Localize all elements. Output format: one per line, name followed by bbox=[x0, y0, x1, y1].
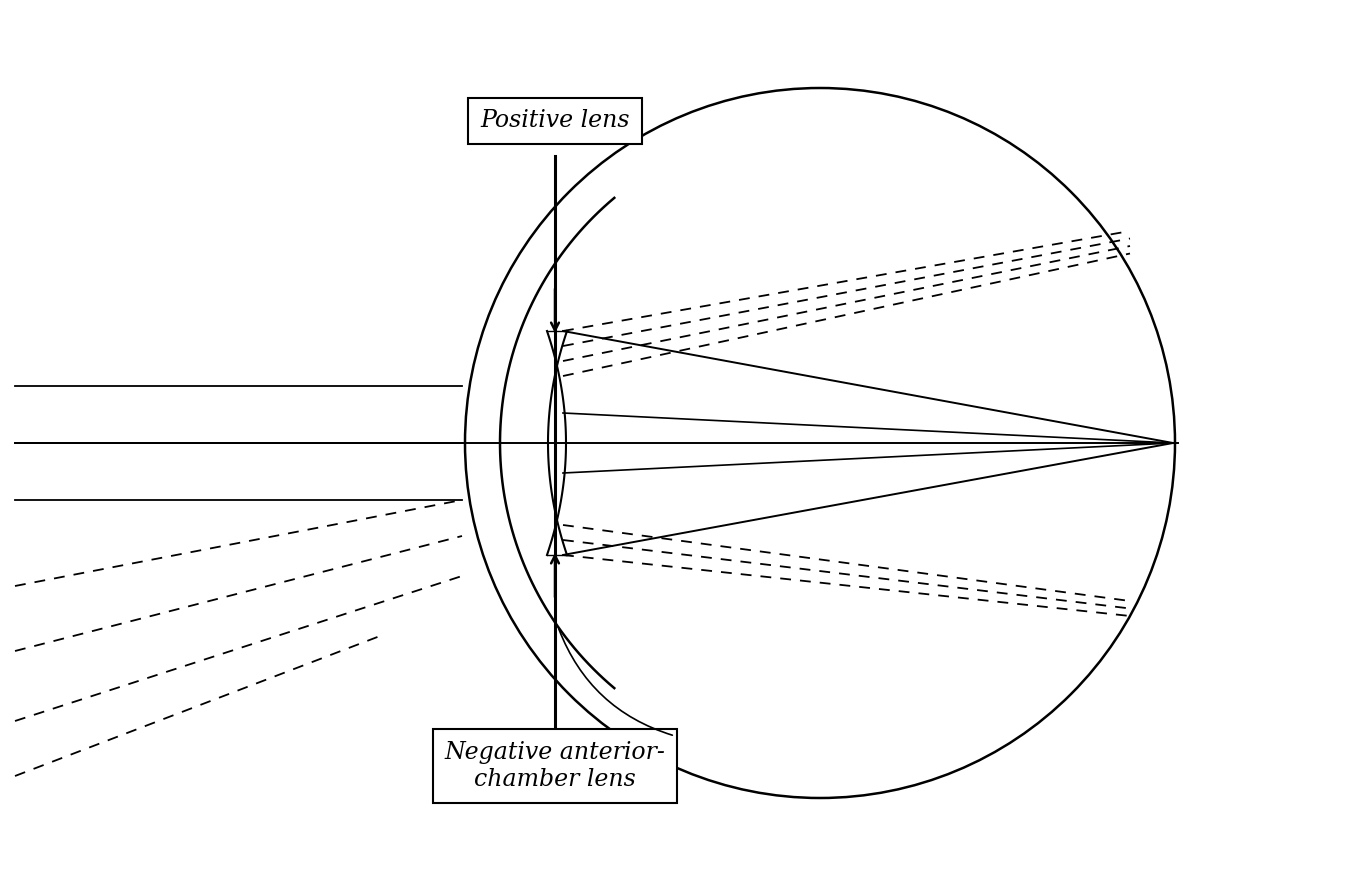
Text: Positive lens: Positive lens bbox=[480, 110, 630, 133]
Text: Negative anterior-
chamber lens: Negative anterior- chamber lens bbox=[445, 742, 666, 791]
